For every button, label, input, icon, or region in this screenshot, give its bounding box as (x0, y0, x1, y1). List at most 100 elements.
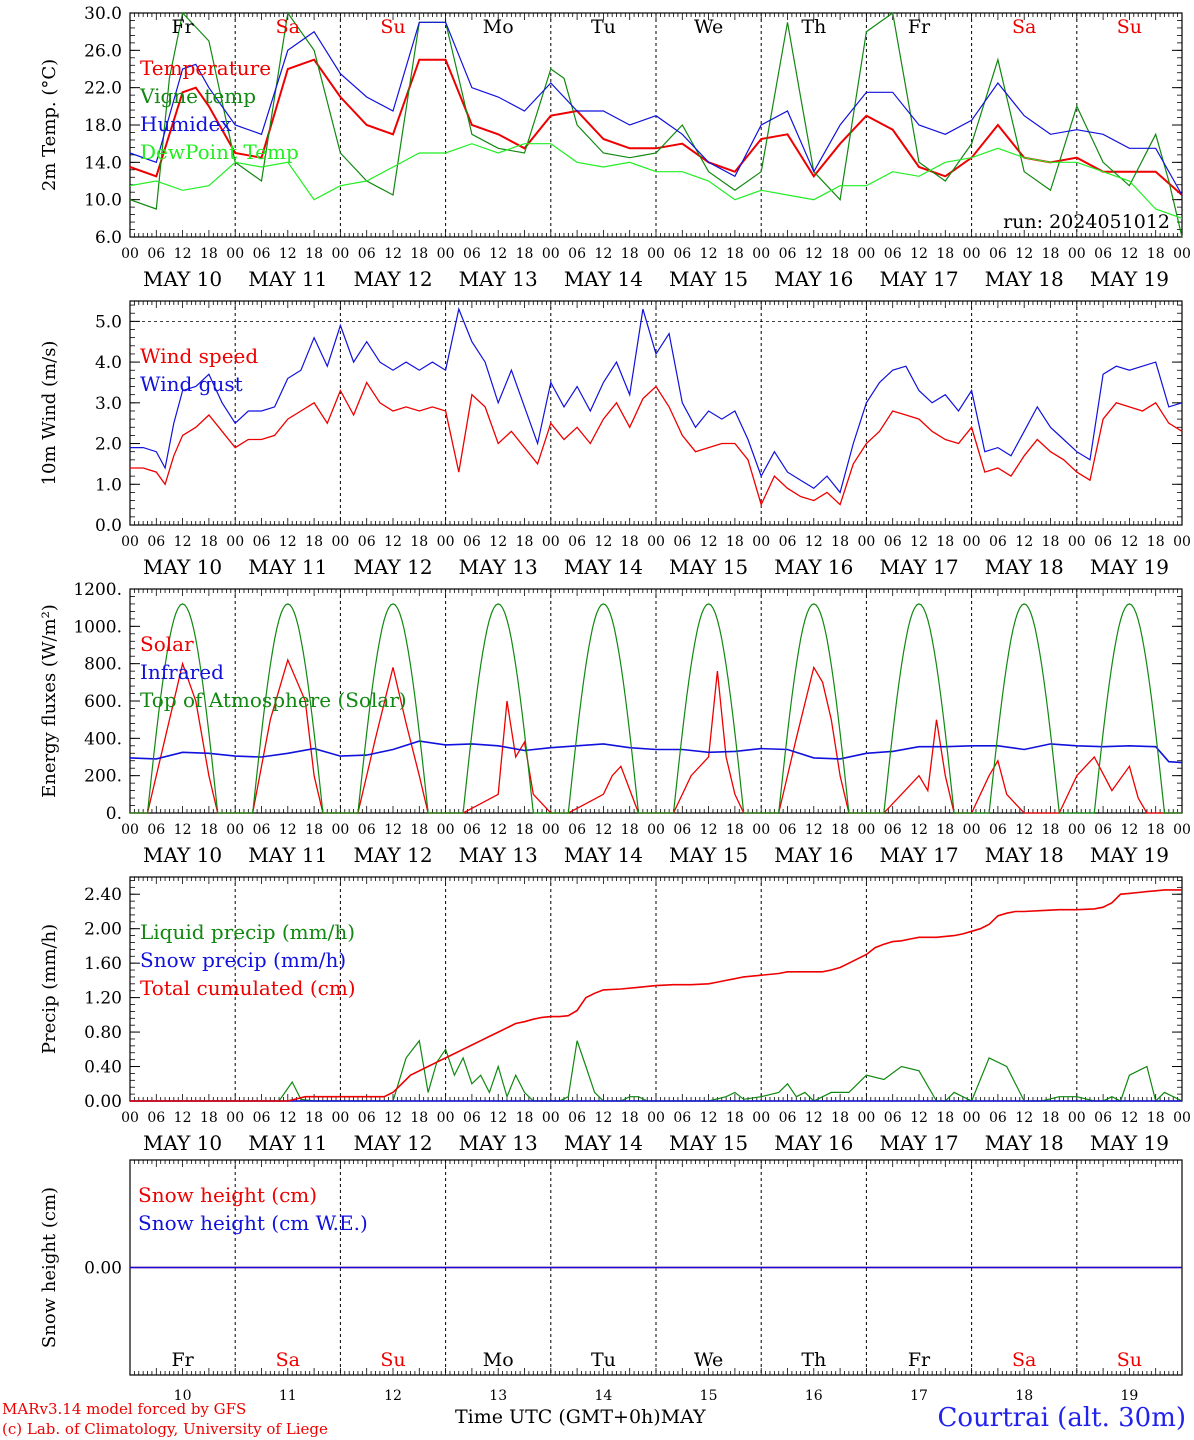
y-tick-label: 3.0 (95, 394, 122, 414)
legend-entry-snow: Snow height (cm W.E.) (138, 1211, 368, 1235)
x-hour-label: 00 (331, 246, 349, 262)
x-hour-label: 12 (1120, 1110, 1138, 1126)
x-date-label: MAY 18 (985, 843, 1064, 867)
series-line-energy (130, 657, 1182, 814)
x-hour-label: 18 (1147, 246, 1165, 262)
x-hour-label: 12 (910, 1110, 928, 1126)
legend-entry-temp: Temperature (140, 56, 271, 80)
x-hour-label: 18 (305, 534, 323, 550)
x-hour-label: 18 (410, 246, 428, 262)
y-tick-label: 0.0 (95, 516, 122, 536)
series-line-wind (130, 307, 1183, 494)
x-date-label: MAY 17 (879, 843, 958, 867)
x-hour-label: 18 (305, 1110, 323, 1126)
x-hour-label: 00 (857, 1110, 875, 1126)
x-hour-label: 00 (1068, 822, 1086, 838)
x-hour-label: 12 (594, 534, 612, 550)
x-hour-label: 18 (936, 246, 954, 262)
x-hour-label: 18 (305, 246, 323, 262)
footer-model: MARv3.14 model forced by GFS (2, 1400, 247, 1418)
x-hour-label: 18 (1042, 534, 1060, 550)
legend-entry-temp: Humidex (140, 112, 232, 136)
weekday-label-top: Su (380, 16, 405, 38)
y-tick-label: 10.0 (84, 191, 122, 211)
y-tick-label: 26.0 (84, 41, 122, 61)
series-line-temp (129, 58, 1183, 196)
x-date-label: MAY 10 (143, 1131, 222, 1155)
y-axis-label-precip: Precip (mm/h) (39, 924, 60, 1054)
x-hour-label: 18 (726, 534, 744, 550)
x-date-label: MAY 17 (879, 267, 958, 291)
day-number-label: 19 (1120, 1388, 1138, 1404)
x-hour-label: 00 (542, 1110, 560, 1126)
weekday-label-bottom: Th (801, 1349, 826, 1371)
x-hour-label: 12 (489, 822, 507, 838)
x-date-label: MAY 14 (564, 843, 643, 867)
y-tick-label: 14.0 (84, 153, 122, 173)
x-hour-label: 12 (279, 246, 297, 262)
weekday-label-top: Tu (591, 16, 616, 38)
x-hour-label: 06 (568, 1110, 586, 1126)
footer-time-axis: Time UTC (GMT+0h)MAY (455, 1406, 706, 1428)
series-line-energy (130, 603, 1182, 814)
series-line-temp (129, 11, 1183, 238)
x-hour-label: 06 (673, 534, 691, 550)
x-date-label: MAY 17 (879, 555, 958, 579)
x-hour-label: 06 (147, 534, 165, 550)
weekday-label-top: Su (1117, 16, 1142, 38)
x-date-label: MAY 13 (459, 1131, 538, 1155)
y-tick-label: 1.60 (84, 954, 122, 974)
x-hour-label: 18 (200, 1110, 218, 1126)
x-hour-label: 00 (331, 534, 349, 550)
x-hour-label: 06 (989, 246, 1007, 262)
weekday-label-bottom: Fr (171, 1349, 194, 1371)
y-tick-label: 1200. (73, 580, 122, 600)
legend-entry-precip: Liquid precip (mm/h) (140, 920, 355, 944)
x-date-label: MAY 11 (248, 1131, 327, 1155)
x-hour-label: 18 (936, 1110, 954, 1126)
y-tick-label: 0. (106, 804, 122, 824)
x-date-label: MAY 15 (669, 843, 748, 867)
x-hour-label: 00 (437, 246, 455, 262)
x-hour-label: 12 (910, 246, 928, 262)
x-date-label: MAY 19 (1090, 555, 1169, 579)
y-tick-label: 18.0 (84, 116, 122, 136)
x-hour-label: 06 (463, 822, 481, 838)
day-number-label: 18 (1015, 1388, 1033, 1404)
x-hour-label: 00 (647, 534, 665, 550)
x-hour-label: 12 (1120, 246, 1138, 262)
x-hour-label: 18 (200, 822, 218, 838)
x-hour-label: 12 (1015, 822, 1033, 838)
x-hour-label: 06 (568, 246, 586, 262)
x-hour-label: 12 (805, 1110, 823, 1126)
y-tick-label: 0.80 (84, 1023, 122, 1043)
x-hour-label: 12 (700, 822, 718, 838)
day-number-label: 13 (489, 1388, 507, 1404)
x-hour-label: 00 (331, 1110, 349, 1126)
x-date-label: MAY 12 (353, 1131, 432, 1155)
x-date-label: MAY 18 (985, 1131, 1064, 1155)
x-hour-label: 06 (568, 822, 586, 838)
x-hour-label: 12 (805, 246, 823, 262)
y-tick-label: 1.20 (84, 989, 122, 1009)
x-hour-label: 06 (253, 822, 271, 838)
x-date-label: MAY 11 (248, 843, 327, 867)
x-date-label: MAY 12 (353, 267, 432, 291)
x-date-label: MAY 13 (459, 267, 538, 291)
y-axis-label-temp: 2m Temp. (°C) (39, 59, 60, 191)
x-hour-label: 06 (884, 246, 902, 262)
x-hour-label: 06 (463, 246, 481, 262)
x-date-label: MAY 12 (353, 843, 432, 867)
x-hour-label: 12 (279, 1110, 297, 1126)
x-hour-label: 00 (437, 1110, 455, 1126)
x-hour-label: 00 (1173, 534, 1191, 550)
y-tick-label: 2.00 (84, 920, 122, 940)
x-hour-label: 18 (410, 1110, 428, 1126)
x-hour-label: 00 (752, 1110, 770, 1126)
legend-entry-snow: Snow height (cm) (138, 1183, 317, 1207)
day-number-label: 11 (279, 1388, 297, 1404)
x-hour-label: 06 (253, 1110, 271, 1126)
x-hour-label: 00 (331, 822, 349, 838)
day-number-label: 12 (384, 1388, 402, 1404)
panel-frame-temp (129, 12, 1183, 238)
